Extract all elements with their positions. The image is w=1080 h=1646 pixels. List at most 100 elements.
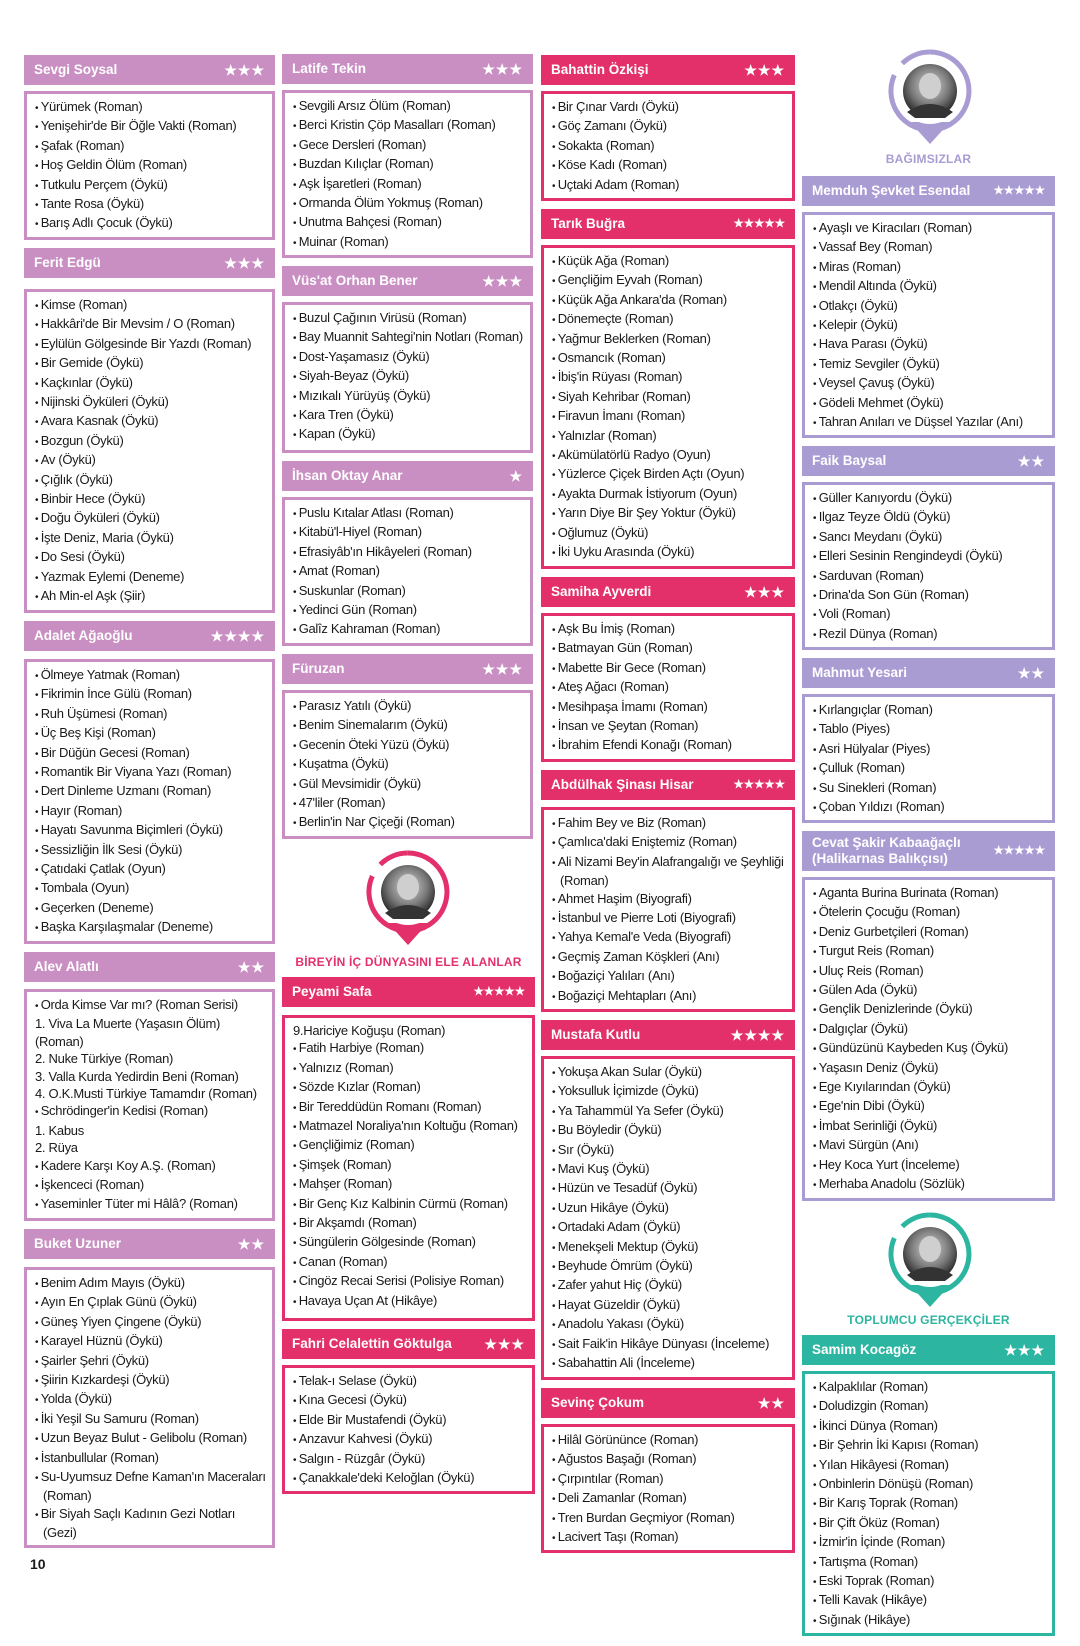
work-item: Yağmur Beklerken (Roman) (552, 330, 788, 349)
star-icon: ★ (733, 218, 744, 230)
work-item: Parasız Yatılı (Öykü) (293, 697, 526, 716)
work-item: Çanakkale'deki Keloğlan (Öykü) (293, 1469, 528, 1488)
work-item: Bir Çınar Vardı (Öykü) (552, 98, 788, 117)
work-item: 2. Rüya (35, 1140, 78, 1156)
star-icon: ★ (494, 986, 505, 998)
work-item: Mahşer (Roman) (293, 1175, 528, 1194)
work-item: Hüzün ve Tesadüf (Öykü) (552, 1179, 788, 1198)
star-icon: ★ (743, 779, 755, 791)
work-item: Ateş Ağacı (Roman) (552, 678, 788, 697)
work-item: Şafak (Roman) (35, 137, 268, 156)
star-icon: ★ (514, 986, 525, 998)
work-item: Zafer yahut Hiç (Öykü) (552, 1276, 788, 1295)
work-item: Deniz Gurbetçileri (Roman) (813, 923, 1048, 942)
work-item: Başka Karşılaşmalar (Deneme) (35, 918, 268, 937)
author-header-sevgi-soysal: Sevgi Soysal ★★★ (24, 55, 275, 85)
author-name: Füruzan (292, 661, 345, 676)
work-item: Gençliğimiz (Roman) (293, 1136, 528, 1155)
work-item: Bozgun (Öykü) (35, 432, 268, 451)
author-header-cevat-sakir-kabaagacli-halikarnas-balikcisi: Cevat Şakir Kabaağaçlı (Halikarnas Balık… (802, 831, 1055, 871)
author-name: Mustafa Kutlu (551, 1027, 641, 1042)
work-item: Ayakta Durmak İstiyorum (Oyun) (552, 485, 788, 504)
work-item: Uçtaki Adam (Roman) (552, 176, 788, 195)
star-icon: ★ (482, 61, 496, 77)
star-icon: ★ (473, 986, 484, 998)
work-item: Eylülün Gölgesinde Bir Yazdı (Roman) (35, 335, 268, 354)
work-item: Yılan Hikâyesi (Roman) (813, 1456, 1048, 1475)
star-icon: ★ (1034, 185, 1045, 197)
work-item: Dost-Yaşamasız (Öykü) (293, 348, 526, 367)
work-item: Sokakta (Roman) (552, 137, 788, 156)
author-name: Buket Uzuner (34, 1236, 122, 1251)
star-icon: ★ (224, 255, 238, 271)
work-item: Asri Hülyalar (Piyes) (813, 740, 1048, 759)
works-list-box: Hilâl Görününce (Roman)Ağustos Başağı (R… (541, 1424, 795, 1553)
work-item: Do Sesi (Öykü) (35, 548, 268, 567)
star-icon: ★ (771, 62, 785, 78)
work-item: Tante Rosa (Öykü) (35, 195, 268, 214)
works-list: Yokuşa Akan Sular (Öykü)Yoksulluk İçimiz… (552, 1063, 788, 1374)
work-item: Elleri Sesinin Rengindeydi (Öykü) (813, 547, 1048, 566)
work-item: Göç Zamanı (Öykü) (552, 117, 788, 136)
work-item: Bir Düğün Gecesi (Roman) (35, 744, 268, 763)
star-icon: ★ (509, 661, 523, 677)
star-icon: ★ (482, 661, 496, 677)
work-item: 1. Kabus (35, 1122, 84, 1138)
star-icon: ★ (1014, 845, 1025, 857)
work-item: Kapan (Öykü) (293, 425, 526, 444)
work-item: Gülen Ada (Öykü) (813, 981, 1048, 1000)
work-item: İkinci Dünya (Roman) (813, 1417, 1048, 1436)
work-item: Hilâl Görününce (Roman) (552, 1431, 788, 1450)
work-item: Ege'nin Dibi (Öykü) (813, 1097, 1048, 1116)
star-icon: ★ (224, 62, 238, 78)
star-icon: ★ (504, 986, 515, 998)
work-item: Sessizliğin İlk Sesi (Öykü) (35, 841, 268, 860)
work-item: Yokuşa Akan Sular (Öykü) (552, 1063, 788, 1082)
work-item: Fikrimin İnce Gülü (Roman) (35, 685, 268, 704)
work-item: Yolda (Öykü) (35, 1390, 268, 1409)
work-item: Telak-ı Selase (Öykü) (293, 1372, 528, 1391)
work-item: Mavi Sürgün (Anı) (813, 1136, 1048, 1155)
work-item: Sarduvan (Roman) (813, 567, 1048, 586)
author-header-bahattin-ozkisi: Bahattin Özkişi ★★★ (541, 55, 795, 85)
author-header-ferit-edgu: Ferit Edgü ★★★ (24, 248, 275, 278)
work-item: Menekşeli Mektup (Öykü) (552, 1238, 788, 1257)
work-item: 3. Valla Kurda Yedirdin Beni (Roman) (35, 1068, 239, 1084)
work-item: Amat (Roman) (293, 562, 526, 581)
star-icon: ★ (251, 959, 265, 975)
works-list-box: 9.Hariciye Koğuşu (Roman)Fatih Harbiye (… (282, 1015, 535, 1321)
works-list: Orda Kimse Var mı? (Roman Serisi)1. Viva… (35, 996, 268, 1215)
star-icon: ★ (743, 218, 755, 230)
author-header-buket-uzuner: Buket Uzuner ★★ (24, 1229, 275, 1259)
works-list-box: Yokuşa Akan Sular (Öykü)Yoksulluk İçimiz… (541, 1056, 795, 1380)
work-item: Uzun Beyaz Bulut - Gelibolu (Roman) (35, 1429, 268, 1448)
work-item: Muinar (Roman) (293, 233, 526, 252)
work-item: Buzdan Kılıçlar (Roman) (293, 155, 526, 174)
work-item: Kara Tren (Öykü) (293, 406, 526, 425)
works-list-box: Buzul Çağının Virüsü (Roman)Bay Muannit … (282, 302, 533, 453)
star-rating: ★★★★ (731, 1027, 785, 1043)
star-icon: ★ (754, 779, 765, 791)
star-rating: ★★★ (224, 255, 265, 271)
work-item: Nijinski Öyküleri (Öykü) (35, 393, 268, 412)
works-list: Parasız Yatılı (Öykü)Benim Sinemalarım (… (293, 697, 526, 833)
work-item: Su Sinekleri (Roman) (813, 779, 1048, 798)
works-list: Fahim Bey ve Biz (Roman)Çamlıca'daki Eni… (552, 814, 788, 1006)
works-list: Küçük Ağa (Roman)Gençliğim Eyvah (Roman)… (552, 252, 788, 563)
works-list-box: Kimse (Roman)Hakkâri'de Bir Mevsim / O (… (24, 289, 275, 613)
author-name: Abdülhak Şinası Hisar (551, 777, 694, 792)
star-icon: ★ (730, 1027, 745, 1043)
author-name: Samiha Ayverdi (551, 584, 652, 599)
work-item: Çırpıntılar (Roman) (552, 1470, 788, 1489)
author-header-samim-kocagoz: Samim Kocagöz ★★★ (802, 1335, 1055, 1365)
work-item: Schrödinger'in Kedisi (Roman) (35, 1102, 268, 1121)
work-item: Sır (Öykü) (552, 1141, 788, 1160)
star-icon: ★ (1031, 453, 1045, 469)
work-item: Tren Burdan Geçmiyor (Roman) (552, 1509, 788, 1528)
star-icon: ★ (771, 584, 785, 600)
work-item: Gençliğim Eyvah (Roman) (552, 271, 788, 290)
works-list-box: Parasız Yatılı (Öykü)Benim Sinemalarım (… (282, 690, 533, 839)
work-item: Kuşatma (Öykü) (293, 755, 526, 774)
star-icon: ★ (210, 628, 225, 644)
author-name: Samim Kocagöz (812, 1342, 917, 1357)
